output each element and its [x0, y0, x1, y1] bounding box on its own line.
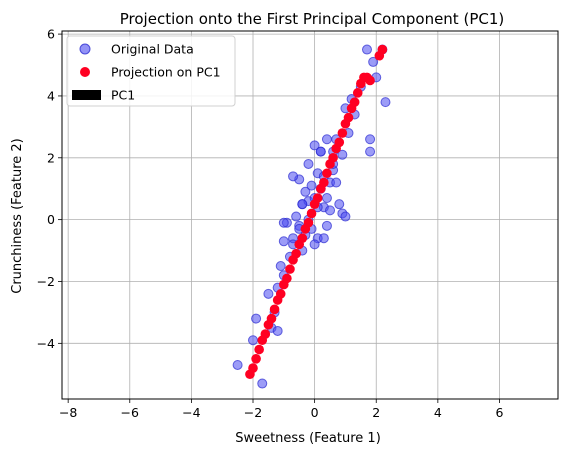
legend: Original Data Projection on PC1 PC1	[66, 35, 236, 107]
original-data-point	[361, 44, 372, 55]
y-axis-ticks: −4 −2 0 2 4 6	[37, 27, 62, 351]
projection-point	[328, 152, 338, 163]
projection-point	[291, 248, 301, 259]
legend-marker-original-data	[79, 43, 91, 55]
original-data-point	[365, 146, 376, 157]
original-data-point	[306, 180, 317, 191]
original-data-point	[275, 261, 286, 272]
projection-point	[248, 363, 258, 373]
chart-title: Projection onto the First Principal Comp…	[120, 10, 504, 28]
projection-point	[260, 329, 271, 339]
projection-point	[349, 97, 360, 107]
projection-point	[312, 193, 323, 203]
projection-point	[269, 304, 280, 315]
original-data-point	[321, 134, 332, 145]
original-data-point	[380, 97, 391, 108]
legend-box	[66, 35, 236, 107]
legend-marker-projection	[80, 67, 90, 77]
original-data-point	[309, 140, 320, 151]
original-data-point	[300, 186, 311, 197]
original-data-point	[315, 146, 326, 157]
original-data-point	[334, 199, 345, 210]
projection-point	[352, 88, 363, 98]
original-data-point	[248, 335, 259, 346]
y-tick-label: −2	[37, 274, 55, 289]
projection-point	[337, 128, 348, 138]
x-tick-label: 2	[372, 405, 380, 420]
y-axis-title: Crunchiness (Feature 2)	[10, 138, 25, 294]
plot-frame	[61, 30, 559, 400]
projection-points	[245, 44, 388, 380]
projection-point	[334, 137, 345, 148]
x-tick-label: −8	[59, 405, 77, 420]
legend-label-original-data: Original Data	[111, 42, 194, 57]
original-data-point	[325, 205, 336, 216]
original-data-point	[365, 134, 376, 145]
original-data-point	[297, 199, 308, 210]
original-data-point	[278, 217, 289, 228]
x-tick-label: −6	[121, 405, 139, 420]
y-tick-label: 6	[47, 27, 55, 42]
legend-label-projection: Projection on PC1	[111, 65, 221, 80]
projection-point	[285, 264, 295, 274]
projection-point	[322, 168, 332, 179]
x-axis-title: Sweetness (Feature 1)	[235, 431, 381, 446]
projection-point	[365, 75, 375, 86]
original-data-point	[331, 177, 342, 188]
original-data-point	[257, 378, 268, 389]
x-tick-label: 6	[495, 405, 503, 420]
original-data-point	[251, 313, 262, 324]
projection-point	[275, 289, 286, 299]
projection-point	[266, 313, 277, 324]
original-data-point	[272, 325, 283, 336]
original-data-point	[340, 211, 351, 222]
original-data-point	[278, 236, 289, 247]
original-data-point	[318, 233, 329, 244]
legend-label-pc1: PC1	[111, 88, 135, 103]
original-data-point	[232, 359, 243, 370]
projection-point	[297, 233, 308, 243]
original-data-point	[321, 220, 332, 231]
x-tick-label: 4	[434, 405, 442, 420]
x-tick-label: 0	[311, 405, 319, 420]
projection-point	[377, 44, 388, 55]
projection-point	[319, 177, 329, 188]
y-tick-label: −4	[37, 336, 55, 351]
x-tick-label: −4	[182, 405, 200, 420]
original-data-point	[303, 158, 314, 169]
legend-marker-pc1	[72, 90, 101, 100]
y-tick-label: 4	[47, 88, 55, 103]
original-data-point	[309, 239, 320, 250]
y-tick-label: 0	[47, 212, 55, 227]
x-axis-ticks: −8 −6 −4 −2 0 2 4 6	[59, 399, 503, 420]
projection-point	[303, 217, 314, 228]
original-data-point	[337, 149, 348, 160]
projection-point	[254, 344, 264, 355]
projection-point	[282, 273, 292, 284]
original-data-point	[321, 192, 332, 203]
x-tick-label: −2	[244, 405, 262, 420]
original-data-point	[291, 211, 302, 222]
original-data-point	[288, 171, 299, 182]
projection-point	[251, 353, 261, 364]
projection-point	[343, 112, 354, 123]
y-tick-label: 2	[47, 150, 55, 165]
original-data-point	[368, 56, 379, 67]
projection-point	[306, 208, 317, 219]
original-data-point	[263, 288, 274, 299]
